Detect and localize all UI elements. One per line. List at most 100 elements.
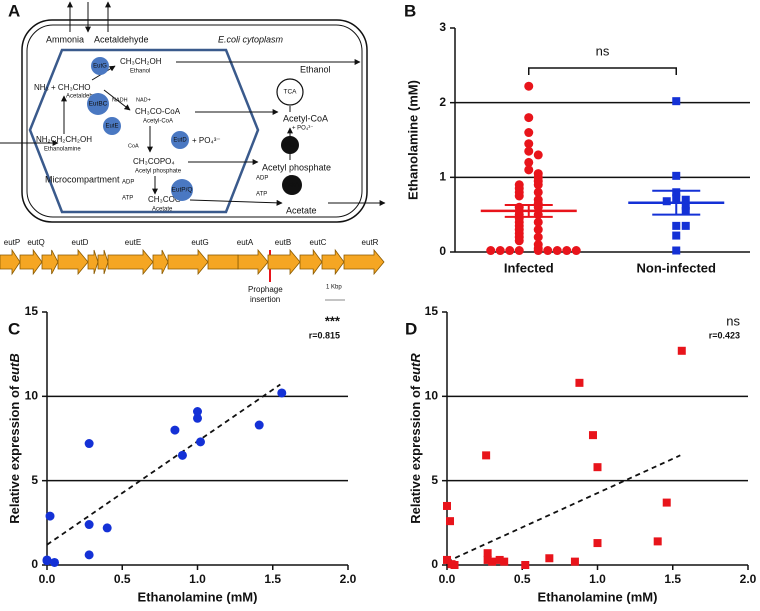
panel-label: A [8, 1, 20, 20]
y-tick-label: 1 [439, 170, 446, 184]
data-point [443, 555, 451, 564]
diagram-label: + PO₄³⁻ [292, 126, 313, 132]
enzyme-label: EutP/Q [172, 187, 193, 194]
x-tick-label: Infected [504, 260, 554, 275]
enzyme-label: AckA [285, 183, 299, 189]
diagram-label: Ethanolamine [44, 147, 81, 153]
gene-arrow [299, 248, 323, 276]
data-point [533, 232, 543, 242]
data-point [524, 165, 534, 175]
data-point [552, 246, 562, 256]
y-tick-label: 3 [439, 20, 446, 34]
data-point [483, 549, 492, 558]
data-point [681, 221, 690, 230]
diagram-label: NAD+ [136, 97, 151, 103]
data-point [533, 225, 543, 235]
data-point [524, 139, 534, 149]
diagram-label: CH₃CO-CoA [135, 107, 181, 116]
diagram-label: ADP [122, 180, 134, 186]
fit-line [446, 454, 681, 563]
diagram-label: 1 Kbp [326, 285, 342, 291]
diagram-label: Prophage [248, 285, 283, 294]
data-point [524, 146, 534, 156]
data-point [193, 413, 202, 423]
data-point [533, 246, 543, 256]
x-tick-label: 0.0 [439, 572, 456, 586]
significance-label: *** [325, 313, 341, 328]
data-point [277, 388, 287, 398]
data-point [662, 498, 671, 507]
y-axis-label-text: Relative expression of [408, 385, 423, 524]
data-point [524, 81, 534, 91]
data-point [84, 439, 94, 449]
data-point [533, 187, 543, 197]
diagram-label: Acetyl phosphate [135, 169, 182, 175]
diagram-label: NADH [112, 97, 128, 103]
enzyme-node [171, 179, 193, 201]
data-point [672, 171, 681, 180]
data-point [588, 431, 597, 440]
diagram-label: Acetaldehyde [94, 34, 149, 44]
diagram-label: Acetate [152, 207, 173, 213]
y-tick-label: 2 [439, 95, 446, 109]
y-axis-label-gene: eutR [408, 353, 423, 383]
data-point [681, 195, 690, 204]
diagram-label: CH₃COPO₄ [133, 157, 175, 166]
data-point [483, 555, 492, 564]
diagram-label: Ethanol [300, 64, 331, 74]
gene-arrow [19, 248, 43, 276]
data-point [653, 537, 662, 546]
data-point [50, 557, 60, 567]
y-tick-label: 10 [425, 389, 439, 403]
data-point [677, 346, 686, 355]
diagram-label: Acetyl phosphate [262, 162, 331, 172]
data-point [446, 517, 455, 526]
y-tick-label: 15 [425, 304, 439, 318]
data-point [196, 437, 206, 447]
data-point [102, 523, 112, 533]
enzyme-label: EutD [173, 138, 187, 144]
gene-arrow [97, 249, 109, 275]
gene-block [207, 254, 239, 270]
gene-arrow [237, 248, 269, 276]
data-point [662, 197, 671, 206]
data-point [170, 425, 180, 435]
gene-label: eutA [237, 238, 254, 247]
data-point [495, 246, 505, 256]
enzyme-label: Pta [285, 143, 295, 149]
enzyme-label: EutBC [89, 101, 108, 108]
x-tick-label: 0.5 [514, 572, 531, 586]
diagram-label: Acetyl-CoA [283, 113, 328, 123]
data-point [545, 554, 554, 563]
gene-arrow [87, 249, 99, 275]
diagram-label: CH₃CH₂OH [120, 57, 162, 66]
diagram-label: Microcompartment [45, 174, 120, 184]
correlation-label: r=0.423 [709, 330, 740, 340]
data-point [681, 206, 690, 215]
x-tick-label: 0.5 [114, 572, 131, 586]
data-point [45, 511, 55, 521]
data-point [681, 201, 690, 210]
microcompartment-shell [28, 48, 260, 214]
data-point [575, 378, 584, 387]
data-point [443, 501, 451, 510]
y-axis-label: Relative expression of eutR [408, 353, 423, 524]
y-axis-label: Relative expression of eutB [7, 353, 22, 524]
gene-label: eutQ [27, 238, 44, 247]
y-axis-label-text: Relative expression of [7, 385, 22, 524]
data-point [514, 236, 524, 246]
gene-arrow [267, 248, 301, 276]
data-point [524, 113, 534, 123]
x-tick-label: Non-infected [637, 260, 717, 275]
enzyme-node [103, 117, 121, 135]
gene-label: eutD [72, 238, 89, 247]
enzyme-node [276, 78, 304, 106]
enzyme-node [91, 57, 109, 75]
data-point [505, 246, 515, 256]
significance-label: ns [596, 43, 610, 58]
diagram-label: ATP [122, 196, 133, 202]
data-point [593, 539, 602, 548]
data-point [514, 246, 524, 256]
x-tick-label: 1.5 [664, 572, 681, 586]
gene-label: eutE [125, 238, 141, 247]
